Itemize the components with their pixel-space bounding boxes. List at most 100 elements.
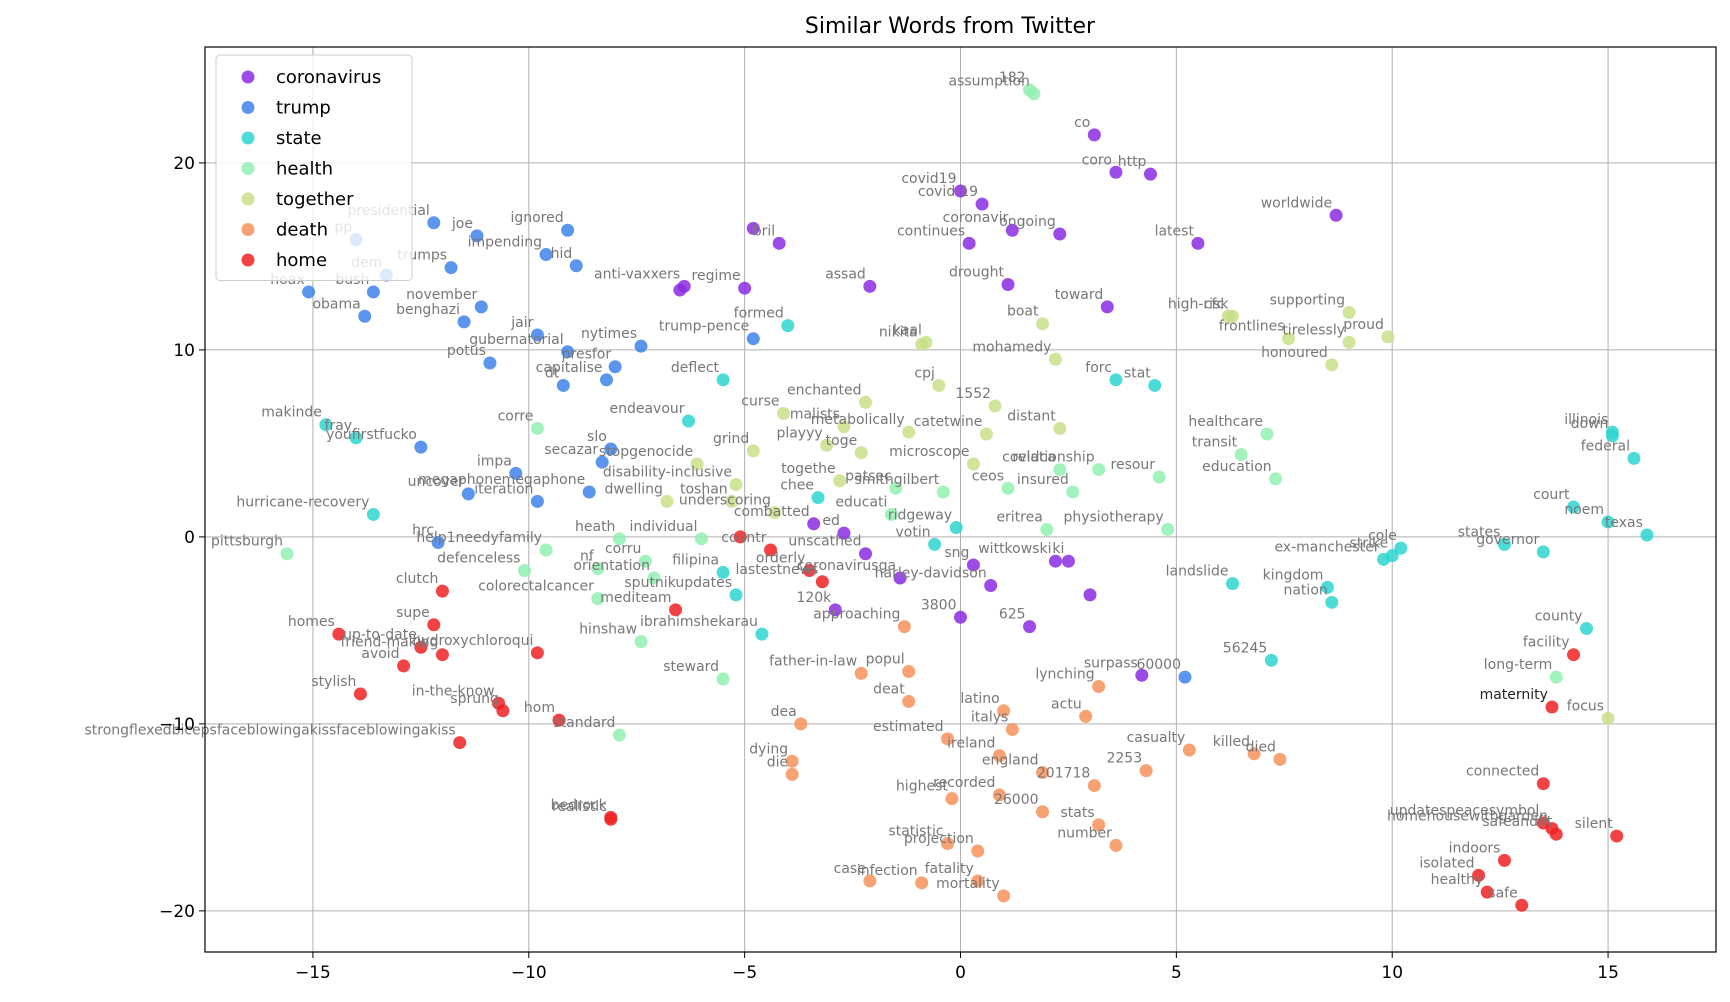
data-point xyxy=(1005,223,1019,237)
point-label: underscoring xyxy=(679,493,771,509)
point-label: trump-pence xyxy=(659,319,749,335)
data-point xyxy=(397,659,411,673)
x-tick-label: −5 xyxy=(732,963,757,983)
data-point xyxy=(638,554,652,568)
point-label: distant xyxy=(1007,408,1056,424)
data-point xyxy=(936,485,950,499)
point-label: isolated xyxy=(1419,855,1474,871)
data-point xyxy=(1260,427,1274,441)
data-point xyxy=(772,236,786,250)
point-label: cpj xyxy=(914,365,934,381)
data-point xyxy=(997,889,1011,903)
point-label: transit xyxy=(1192,435,1238,451)
point-label: number xyxy=(1057,825,1112,841)
data-point xyxy=(1092,818,1106,832)
point-label: countr xyxy=(721,530,766,546)
data-point xyxy=(1515,898,1529,912)
point-label: recorded xyxy=(933,775,995,791)
point-label: updatespeacesymbol xyxy=(1390,803,1540,819)
data-point xyxy=(833,474,847,488)
point-label: grind xyxy=(713,431,749,447)
point-label: sprung xyxy=(450,691,499,707)
point-label: gubernatorial xyxy=(469,332,563,348)
point-label: dwelling xyxy=(605,481,663,497)
point-label: 625 xyxy=(999,607,1026,623)
point-label: orientation xyxy=(573,558,650,574)
point-label: disability-inclusive xyxy=(603,465,732,481)
point-label: impending xyxy=(468,235,542,251)
point-label: statistic xyxy=(888,824,943,840)
data-point xyxy=(768,506,782,520)
data-point xyxy=(1545,700,1559,714)
data-point xyxy=(1066,485,1080,499)
data-point xyxy=(746,332,760,346)
point-label: strike xyxy=(1350,536,1389,552)
point-label: states xyxy=(1458,524,1501,540)
point-label: noem xyxy=(1564,502,1604,518)
data-point xyxy=(431,536,445,550)
point-label: hinshaw xyxy=(579,622,637,638)
point-label: died xyxy=(1246,739,1276,755)
point-label: secazar xyxy=(544,442,598,458)
point-label: case xyxy=(834,861,866,877)
data-point xyxy=(1152,470,1166,484)
data-point xyxy=(682,414,696,428)
data-point xyxy=(1148,378,1162,392)
data-point xyxy=(1036,765,1050,779)
point-label: covid-19 xyxy=(918,184,978,200)
data-point xyxy=(1143,167,1157,181)
y-tick-label: 10 xyxy=(173,341,195,361)
point-label: latest xyxy=(1155,223,1195,239)
data-point xyxy=(427,216,441,230)
point-label: cfc xyxy=(1204,296,1224,312)
point-label: safe xyxy=(1488,885,1517,901)
data-point xyxy=(604,442,618,456)
data-point xyxy=(634,635,648,649)
point-label: 1552 xyxy=(955,386,991,402)
point-label: anti-vaxxers xyxy=(594,266,680,282)
point-label: ki xyxy=(1052,541,1064,557)
point-label: avoid xyxy=(361,646,399,662)
point-label: mediteam xyxy=(600,590,671,606)
data-point xyxy=(612,532,626,546)
data-point xyxy=(902,694,916,708)
point-label: unscathed xyxy=(788,534,861,550)
point-label: eritrea xyxy=(996,509,1042,525)
point-label: ceos xyxy=(972,468,1004,484)
point-label: latino xyxy=(960,691,999,707)
data-point xyxy=(414,440,428,454)
data-point xyxy=(954,184,967,198)
data-point xyxy=(1282,332,1296,346)
point-label: stat xyxy=(1124,365,1151,381)
data-point xyxy=(988,399,1002,413)
point-label: supporting xyxy=(1270,293,1345,309)
point-label: corru xyxy=(605,541,641,557)
point-label: coronavir xyxy=(943,210,1009,226)
data-point xyxy=(1083,588,1097,602)
data-point xyxy=(366,507,380,521)
point-label: toshan xyxy=(680,481,728,497)
point-label: hurricane-recovery xyxy=(236,494,369,510)
x-tick-label: 0 xyxy=(955,963,966,983)
data-point xyxy=(427,618,441,632)
point-label: bril xyxy=(753,223,775,239)
point-label: hom xyxy=(524,700,555,716)
point-label: nikita xyxy=(879,324,918,340)
data-point xyxy=(1627,451,1641,465)
point-label: toward xyxy=(1055,287,1103,303)
data-point xyxy=(863,279,877,293)
point-label: continues xyxy=(897,223,965,239)
point-label: honoured xyxy=(1261,345,1328,361)
point-label: ignored xyxy=(510,210,563,226)
data-point xyxy=(928,537,942,551)
data-point xyxy=(1036,317,1050,331)
data-point xyxy=(755,627,769,641)
data-point xyxy=(1536,545,1550,559)
data-point xyxy=(483,356,497,370)
data-point xyxy=(608,360,622,374)
point-label: illinois xyxy=(1564,412,1608,428)
point-label: covidca xyxy=(1002,450,1056,466)
data-point xyxy=(1225,309,1239,323)
point-label: focus xyxy=(1567,698,1604,714)
